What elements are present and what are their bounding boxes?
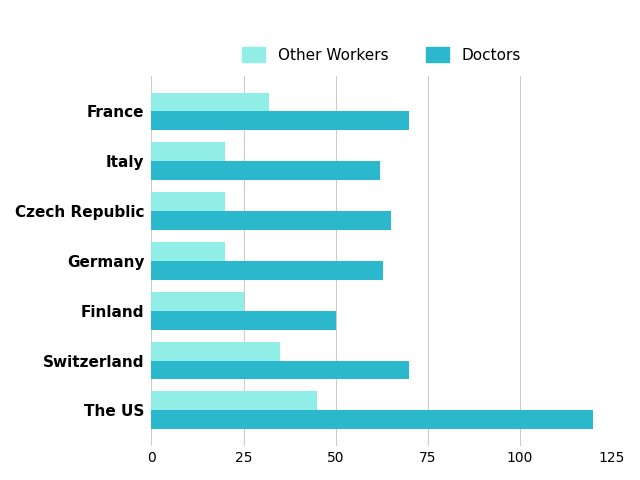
Bar xyxy=(152,143,225,161)
Bar xyxy=(152,261,383,280)
Bar xyxy=(152,211,391,230)
Bar xyxy=(152,242,225,261)
Bar xyxy=(152,311,335,330)
Bar xyxy=(152,410,593,429)
Bar xyxy=(152,111,409,131)
Bar xyxy=(152,192,225,211)
Bar xyxy=(152,392,317,410)
Legend: Other Workers, Doctors: Other Workers, Doctors xyxy=(235,39,529,70)
Bar xyxy=(152,360,409,380)
Bar xyxy=(152,342,280,360)
Bar xyxy=(152,292,243,311)
Bar xyxy=(152,93,269,111)
Bar xyxy=(152,161,380,180)
